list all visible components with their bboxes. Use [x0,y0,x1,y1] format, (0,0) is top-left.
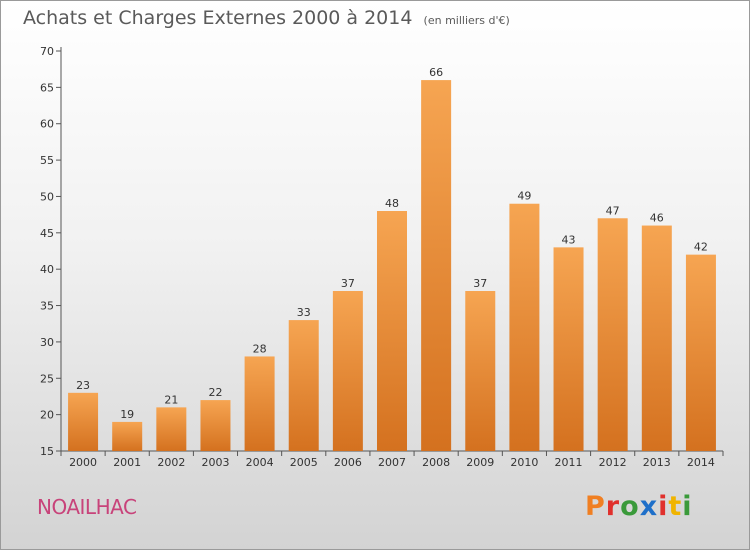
x-tick-label: 2013 [643,456,671,469]
bar [112,421,143,451]
x-tick-label: 2012 [599,456,627,469]
y-tick-label: 70 [40,45,54,58]
y-tick-label: 50 [40,190,54,203]
x-tick-label: 2009 [466,456,494,469]
bar-value-label: 66 [429,66,443,79]
x-tick-label: 2005 [290,456,318,469]
bar-value-label: 43 [562,233,576,246]
bar [509,203,540,451]
bar-value-label: 37 [341,277,355,290]
logo-letter: o [620,491,640,522]
bar [465,291,496,451]
bar-value-label: 33 [297,306,311,319]
bar-value-label: 37 [473,277,487,290]
bar-value-label: 49 [517,190,531,203]
bar [553,247,584,451]
bar [200,400,231,451]
bar [156,407,187,451]
bar-value-label: 19 [120,408,134,421]
bar [288,320,319,451]
y-tick-label: 55 [40,154,54,167]
title-row: Achats et Charges Externes 2000 à 2014 (… [23,7,510,29]
x-axis: 2000 2001 2002 2003 2004 2005 2006 2007 2008 2009… [60,450,724,469]
chart-unit: (en milliers d'€) [423,14,510,27]
logo-letter: P [585,491,606,522]
logo-letter: x [639,491,659,522]
x-tick-label: 2008 [422,456,450,469]
logo-letter: t [668,491,683,522]
y-tick-label: 30 [40,336,54,349]
proxiti-logo: Proxiti [585,491,693,522]
bars [68,80,716,451]
y-tick-label: 40 [40,263,54,276]
x-tick-label: 2014 [687,456,715,469]
x-tick-label: 2002 [157,456,185,469]
y-tick-label: 25 [40,372,54,385]
bar [421,80,452,451]
bar [597,218,628,451]
bar [685,254,716,451]
x-tick-label: 2010 [510,456,538,469]
x-tick-label: 2003 [201,456,229,469]
y-tick-label: 60 [40,118,54,131]
bar-value-label: 48 [385,197,399,210]
chart-title: Achats et Charges Externes 2000 à 2014 [23,7,413,29]
logo-letter: r [605,491,621,522]
y-tick-label: 15 [40,445,54,458]
logo-letter: i [682,491,693,522]
bar-value-label: 28 [253,342,267,355]
bar-value-label: 46 [650,212,664,225]
y-tick-label: 35 [40,300,54,313]
y-tick-label: 20 [40,409,54,422]
bar-value-label: 22 [208,386,222,399]
x-tick-label: 2001 [113,456,141,469]
bar-value-labels: 23 19 21 22 28 33 37 48 66 37 49 43 47 46 42 [76,66,708,421]
x-tick-label: 2004 [246,456,274,469]
bar [332,291,363,451]
bar [641,225,672,451]
y-tick-label: 65 [40,81,54,94]
bar-value-label: 21 [164,393,178,406]
logo-letter: i [658,491,669,522]
bar [244,356,275,451]
x-tick-label: 2011 [555,456,583,469]
x-tick-label: 2000 [69,456,97,469]
y-axis: 15 20 25 30 35 40 45 50 55 60 65 70 [40,45,62,458]
commune-name: NOAILHAC [37,495,137,519]
bar-value-label: 42 [694,241,708,254]
bar-value-label: 23 [76,379,90,392]
bar-value-label: 47 [606,204,620,217]
bar [377,211,407,451]
y-tick-label: 45 [40,227,54,240]
bar [68,392,99,451]
x-tick-label: 2006 [334,456,362,469]
x-tick-label: 2007 [378,456,406,469]
